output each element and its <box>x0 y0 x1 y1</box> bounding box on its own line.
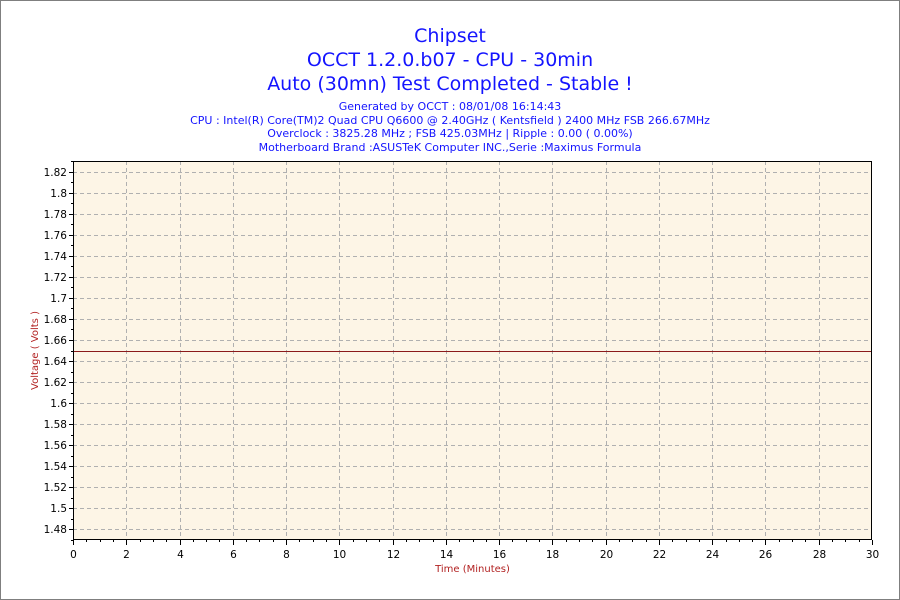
y-tick-label: 1.8 <box>50 188 67 200</box>
y-tick-label: 1.58 <box>44 419 67 431</box>
chart-subtitle: OCCT 1.2.0.b07 - CPU - 30min <box>306 49 594 71</box>
x-tick-label: 2 <box>123 549 130 561</box>
y-tick-label: 1.48 <box>44 524 67 536</box>
x-tick-label: 20 <box>600 549 613 561</box>
y-tick-label: 1.62 <box>44 377 67 389</box>
y-tick-label: 1.54 <box>44 461 68 473</box>
x-axis-title: Time (Minutes) <box>434 564 510 575</box>
x-tick-label: 14 <box>440 549 454 561</box>
y-axis-title: Voltage ( Volts ) <box>30 311 41 390</box>
y-tick-label: 1.72 <box>44 272 67 284</box>
y-tick-label: 1.5 <box>50 503 67 515</box>
y-tick-label: 1.78 <box>44 209 67 221</box>
chart-status: Auto (30mn) Test Completed - Stable ! <box>267 73 633 95</box>
generated-info: Generated by OCCT : 08/01/08 16:14:43 <box>338 100 562 113</box>
plot-area <box>73 161 872 540</box>
x-tick-label: 12 <box>387 549 400 561</box>
axis-ticks: 1.48 1.5 1.52 1.54 1.56 1.58 1.6 1.62 1.64 1.66 1.… <box>44 161 879 561</box>
y-tick-label: 1.56 <box>44 440 68 452</box>
y-tick-label: 1.74 <box>44 251 68 263</box>
x-tick-label: 22 <box>653 549 666 561</box>
x-tick-label: 0 <box>70 549 77 561</box>
y-tick-label: 1.7 <box>50 293 67 305</box>
y-tick-label: 1.6 <box>50 398 67 410</box>
chart-titles: Chipset OCCT 1.2.0.b07 - CPU - 30min Aut… <box>0 24 900 154</box>
grid-lines <box>73 161 872 540</box>
x-tick-label: 10 <box>333 549 346 561</box>
y-tick-label: 1.66 <box>44 335 68 347</box>
y-tick-label: 1.64 <box>44 356 68 368</box>
y-tick-label: 1.68 <box>44 314 67 326</box>
x-tick-label: 26 <box>759 549 773 561</box>
x-tick-label: 24 <box>706 549 720 561</box>
x-tick-label: 4 <box>177 549 184 561</box>
motherboard-info: Motherboard Brand :ASUSTeK Computer INC.… <box>258 140 642 154</box>
y-tick-label: 1.82 <box>44 167 67 179</box>
x-tick-label: 6 <box>230 549 237 561</box>
cpu-info: CPU : Intel(R) Core(TM)2 Quad CPU Q6600 … <box>190 113 710 127</box>
x-tick-label: 16 <box>493 549 507 561</box>
overclock-info: Overclock : 3825.28 MHz ; FSB 425.03MHz … <box>267 127 633 140</box>
chart-title: Chipset <box>414 25 486 47</box>
y-tick-label: 1.52 <box>44 482 67 494</box>
x-tick-label: 30 <box>866 549 879 561</box>
y-tick-label: 1.76 <box>44 230 68 242</box>
plot-border <box>73 161 872 540</box>
x-tick-label: 8 <box>283 549 290 561</box>
x-tick-label: 18 <box>546 549 559 561</box>
x-tick-label: 28 <box>813 549 826 561</box>
